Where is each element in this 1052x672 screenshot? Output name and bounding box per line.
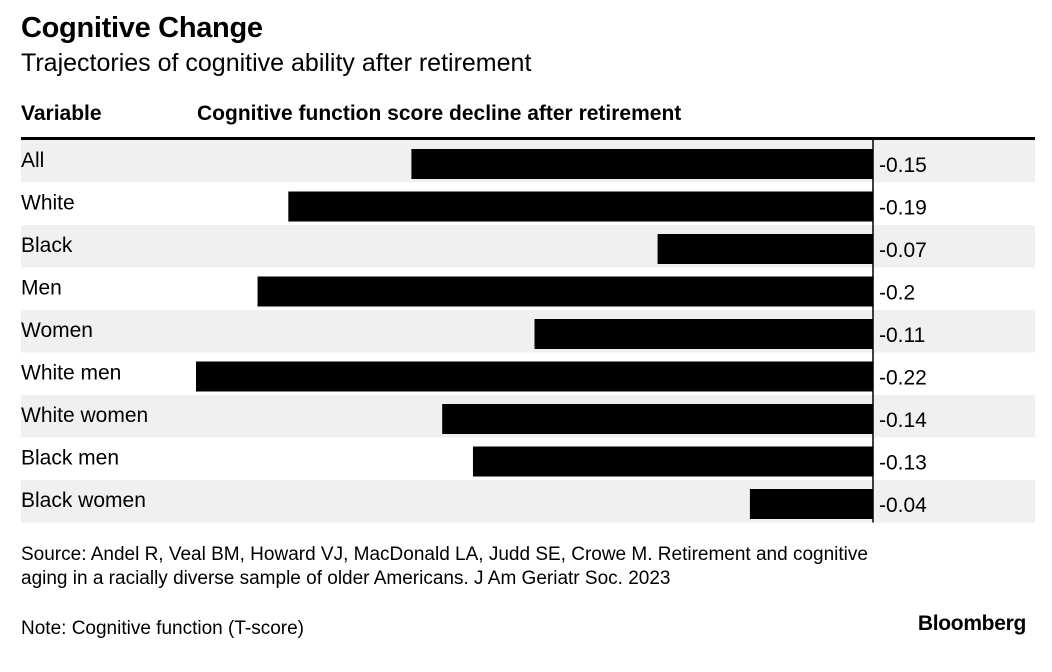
- chart-subtitle: Trajectories of cognitive ability after …: [21, 49, 532, 77]
- source-note: Source: Andel R, Veal BM, Howard VJ, Mac…: [21, 544, 868, 589]
- bar-black-women: [749, 489, 873, 519]
- value-labels: -0.15 -0.19 -0.07 -0.2 -0.11 -0.22 -0.14 -0.13 -…: [879, 154, 927, 517]
- bar-women: [534, 319, 873, 349]
- bar-white: [288, 191, 873, 222]
- category-label-white-women: White women: [21, 404, 148, 427]
- bar-black: [657, 234, 873, 264]
- category-label-black: Black: [21, 234, 73, 257]
- category-label-black-women: Black women: [21, 489, 146, 512]
- value-label-black-men: -0.13: [879, 452, 927, 475]
- value-label-men: -0.2: [879, 282, 915, 305]
- category-label-women: Women: [21, 319, 93, 342]
- row-labels: All White Black Men Women White men White wome…: [21, 149, 148, 512]
- bars: [196, 140, 874, 523]
- value-column-header: Cognitive function score decline after r…: [197, 102, 682, 125]
- category-label-white: White: [21, 192, 75, 215]
- header-divider: [21, 137, 1035, 140]
- value-label-black: -0.07: [879, 239, 927, 262]
- bar-chart: All White Black Men Women White men White wome…: [21, 140, 1035, 523]
- bar-white-men: [196, 361, 873, 392]
- value-label-white: -0.19: [879, 197, 927, 220]
- category-label-white-men: White men: [21, 362, 121, 385]
- bar-black-men: [472, 446, 873, 477]
- bar-men: [257, 276, 874, 307]
- value-label-all: -0.15: [879, 154, 927, 177]
- value-label-white-men: -0.22: [879, 367, 927, 390]
- value-label-black-women: -0.04: [879, 494, 927, 517]
- category-label-men: Men: [21, 277, 62, 300]
- bar-all: [411, 149, 873, 179]
- category-label-all: All: [21, 149, 44, 172]
- value-label-white-women: -0.14: [879, 409, 927, 432]
- category-label-black-men: Black men: [21, 447, 119, 470]
- bar-white-women: [442, 404, 873, 434]
- chart-title: Cognitive Change: [21, 12, 263, 44]
- bloomberg-logo: Bloomberg: [917, 612, 1026, 635]
- variable-column-header: Variable: [21, 102, 102, 125]
- footnote: Note: Cognitive function (T-score): [21, 618, 305, 639]
- value-label-women: -0.11: [879, 324, 925, 347]
